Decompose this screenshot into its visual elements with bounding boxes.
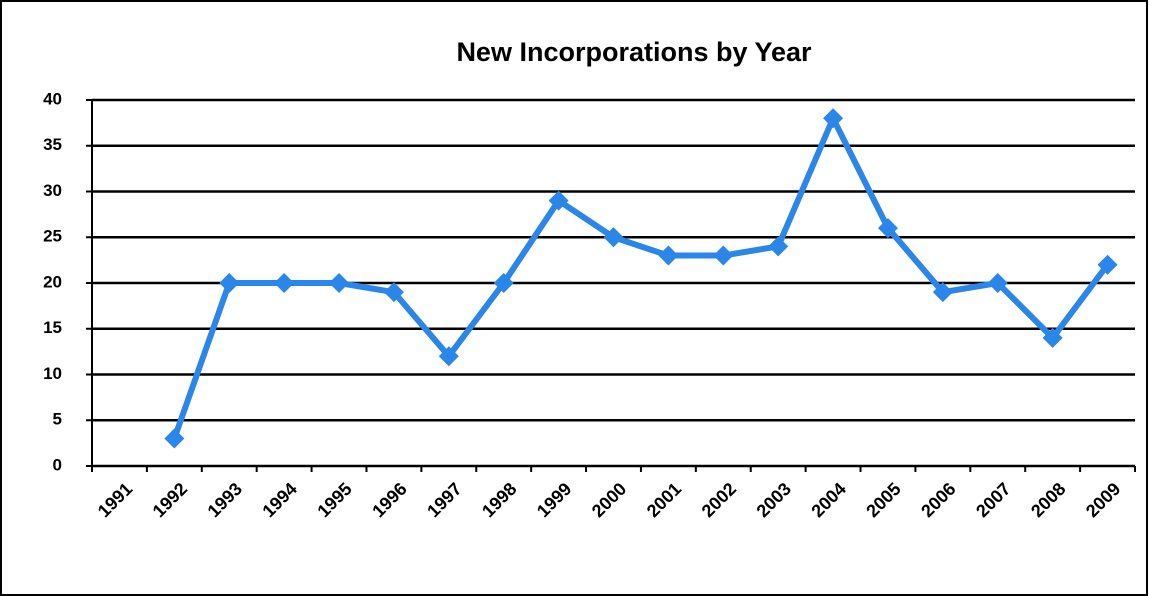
data-point: [1042, 327, 1063, 348]
data-point: [493, 273, 514, 293]
y-tick-label: 10: [43, 364, 62, 383]
data-point: [658, 245, 679, 266]
y-tick-label: 35: [43, 135, 62, 154]
y-tick-label: 30: [43, 181, 62, 200]
y-tick-label: 5: [53, 410, 62, 429]
data-point: [987, 273, 1008, 293]
y-tick-label: 25: [43, 227, 62, 246]
data-point: [768, 236, 789, 257]
data-point: [713, 245, 734, 266]
data-point: [438, 346, 459, 367]
data-point: [877, 218, 898, 239]
data-point: [274, 273, 295, 293]
data-point: [329, 273, 350, 293]
data-point: [603, 227, 624, 248]
y-tick-label: 40: [43, 89, 62, 108]
data-point: [1097, 254, 1118, 275]
data-point: [548, 190, 569, 211]
data-point: [932, 282, 953, 303]
data-point: [219, 273, 240, 293]
data-point: [823, 108, 844, 129]
y-tick-label: 20: [43, 272, 62, 291]
y-tick-label: 0: [53, 455, 62, 474]
data-point: [164, 428, 185, 449]
data-point: [383, 282, 404, 303]
chart-title: New Incorporations by Year: [456, 37, 812, 67]
y-tick-label: 15: [43, 318, 62, 337]
